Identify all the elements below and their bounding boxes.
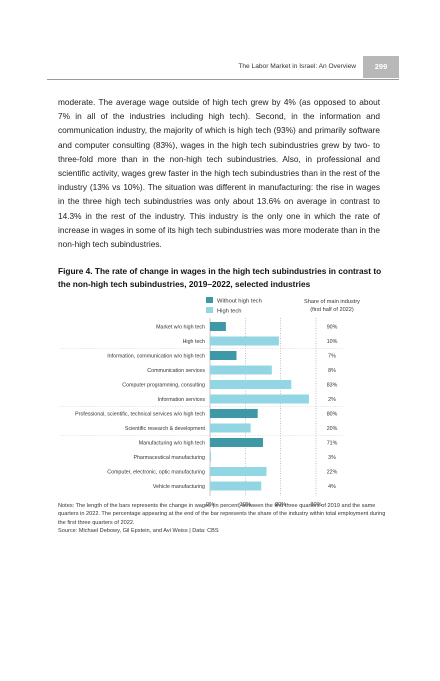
bar — [210, 467, 267, 476]
share-header-line: (first half of 2022) — [310, 307, 354, 313]
figure-title: Figure 4. The rate of change in wages in… — [58, 266, 382, 289]
share-label: 8% — [328, 368, 336, 374]
category-label: Scientific research & development — [125, 426, 206, 432]
x-tick-label: 20% — [275, 502, 286, 508]
bar — [210, 423, 251, 433]
bar — [210, 380, 292, 389]
category-label: Manufacturing w/o high tech — [139, 440, 205, 446]
category-label: Pharmaceutical manufacturing — [133, 455, 205, 461]
figure-notes: Notes: The length of the bars represents… — [58, 502, 386, 536]
share-label: 10% — [327, 339, 338, 345]
page-number-tab: 299 — [363, 56, 399, 78]
share-header: Share of main industry (first half of 202… — [304, 299, 360, 313]
running-title: The Labor Market in Israel: An Overview — [238, 63, 356, 70]
share-label: 4% — [328, 484, 336, 490]
body-paragraph: moderate. The average wage outside of hi… — [58, 97, 380, 250]
bar — [210, 322, 226, 331]
category-label: Vehicle manufacturing — [153, 484, 205, 490]
share-label: 7% — [328, 353, 336, 359]
legend-label: Without high tech — [217, 299, 262, 305]
chart-bars — [210, 322, 309, 491]
page-header: The Labor Market in Israel: An Overview … — [0, 0, 440, 80]
bar — [210, 409, 258, 418]
share-label: 3% — [328, 455, 336, 461]
source-text: Source: Michael Debowy, Gil Epstein, and… — [58, 528, 219, 535]
legend-swatch — [206, 307, 213, 313]
share-label: 80% — [327, 411, 338, 417]
category-label: Information services — [158, 397, 206, 403]
share-label: 22% — [327, 469, 338, 475]
category-label: Communication services — [147, 368, 205, 374]
share-label: 90% — [327, 324, 338, 330]
x-tick-label: 10% — [240, 502, 251, 508]
category-label: Computer programming, consulting — [122, 382, 205, 388]
share-label: 20% — [327, 426, 338, 432]
bar — [210, 365, 272, 375]
notes-text: Notes: The length of the bars represents… — [58, 503, 386, 526]
category-labels: Market w/o high tech High tech Information… — [75, 324, 205, 490]
category-label: Market w/o high tech — [156, 324, 205, 330]
share-header-line: Share of main industry — [304, 299, 360, 305]
header-rule — [47, 79, 399, 80]
x-tick-label: 30% — [310, 502, 321, 508]
bar — [210, 452, 212, 462]
chart-grid — [60, 318, 344, 496]
share-label: 71% — [327, 440, 338, 446]
chart-legend: Without high tech High tech — [206, 297, 262, 315]
legend-label: High tech — [217, 309, 242, 315]
x-axis-ticks: 0% 10% 20% 30% — [206, 502, 322, 508]
category-label: Computer, electronic, optic manufacturin… — [107, 469, 205, 475]
bar — [210, 336, 279, 346]
category-label: Professional, scientific, technical serv… — [75, 411, 205, 417]
category-label: Information, communication w/o high tech — [107, 353, 205, 359]
bar — [210, 394, 309, 404]
bar — [210, 351, 237, 360]
share-label: 2% — [328, 397, 336, 403]
bar — [210, 438, 263, 447]
x-tick-label: 0% — [206, 502, 214, 508]
legend-swatch — [206, 297, 213, 303]
category-label: High tech — [183, 339, 205, 345]
page-number: 299 — [374, 62, 388, 71]
bar — [210, 481, 262, 491]
share-labels: 90% 10% 7% 8% 83% 2% 80% 20% 71% 3% 22% 4% — [327, 324, 338, 490]
share-label: 83% — [327, 382, 338, 388]
